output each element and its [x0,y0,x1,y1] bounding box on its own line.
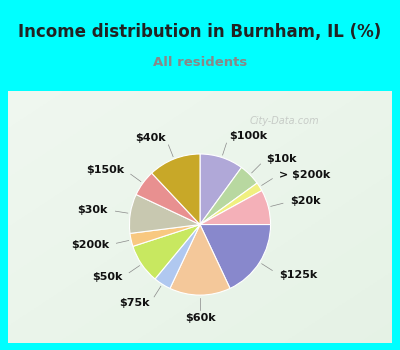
Text: All residents: All residents [153,56,247,70]
Text: Income distribution in Burnham, IL (%): Income distribution in Burnham, IL (%) [18,22,382,41]
Wedge shape [200,154,242,225]
Text: $75k: $75k [120,298,150,308]
Text: City-Data.com: City-Data.com [250,116,319,126]
Text: $30k: $30k [78,205,108,215]
Text: $200k: $200k [71,240,109,250]
Wedge shape [133,225,200,279]
Wedge shape [170,225,230,295]
Wedge shape [130,225,200,246]
Wedge shape [200,190,270,225]
Wedge shape [200,168,257,225]
Text: $60k: $60k [185,313,215,323]
Wedge shape [152,154,200,225]
Wedge shape [200,225,270,288]
Text: $40k: $40k [135,133,166,143]
Text: > $200k: > $200k [279,170,330,180]
Wedge shape [155,225,200,288]
Wedge shape [130,195,200,233]
Text: $50k: $50k [92,272,123,282]
Text: $125k: $125k [279,270,317,280]
Text: $100k: $100k [229,131,267,141]
Text: $20k: $20k [290,196,321,206]
Wedge shape [200,183,262,225]
Text: $150k: $150k [86,165,124,175]
Text: $10k: $10k [266,154,296,164]
Wedge shape [136,173,200,225]
